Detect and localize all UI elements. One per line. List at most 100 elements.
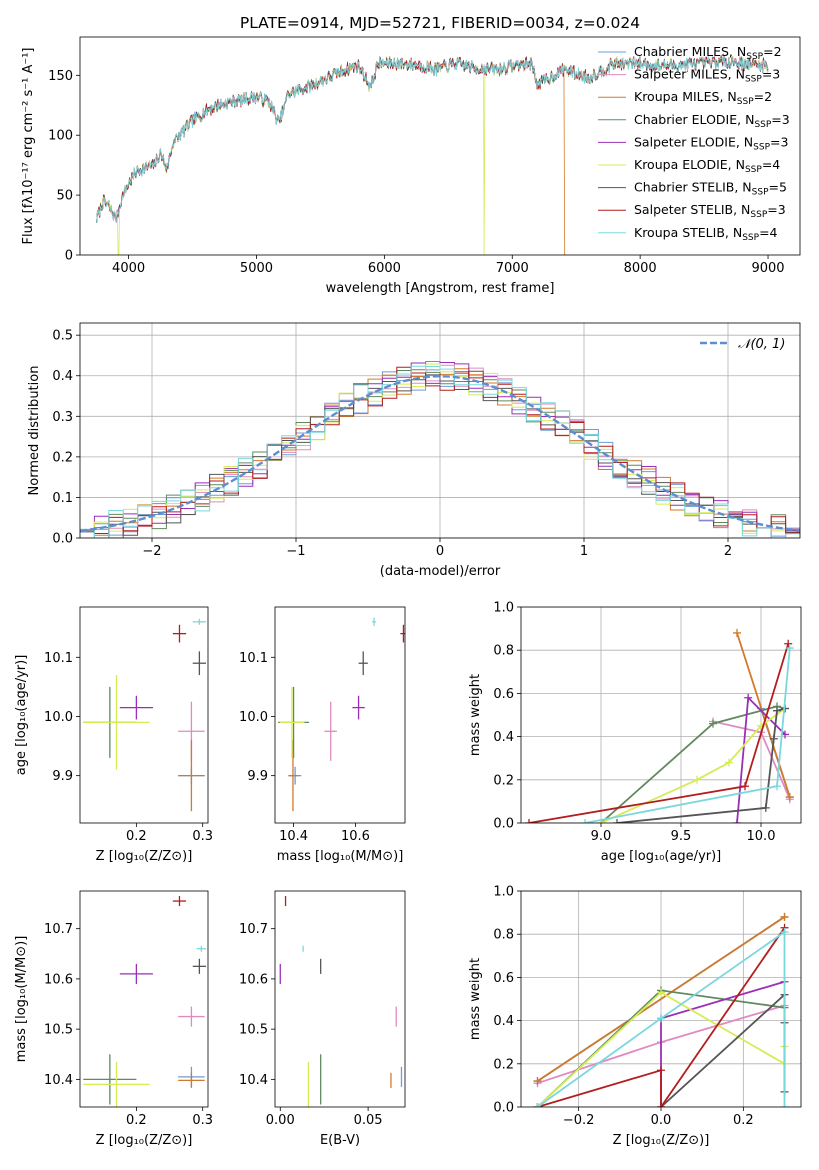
errorbar-point [400,624,405,643]
x-tick-label: 10.0 [747,829,776,844]
plot-area [96,53,769,255]
y-tick-label: 150 [48,69,73,84]
y-tick-label: 10.0 [239,710,268,725]
y-tick-label: 0.0 [493,1101,514,1116]
weight-marker [525,819,533,823]
panel-mass-weight-vs-Z: −0.2 0.0 0.2 0.0 0.2 0.4 0.6 0.8 1.0 Z [log₁₀(Z/Z… [468,885,802,1148]
legend-subscript: SSP [754,120,771,130]
y-tick-label: 9.9 [247,769,268,784]
y-tick-label: 100 [48,129,73,144]
legend-subscript: SSP [745,75,762,85]
y-tick-label: 10.7 [239,922,268,937]
legend-label: Kroupa STELIB, N [634,225,742,240]
weight-line [736,632,791,798]
weight-line [600,705,786,823]
errorbar-point [192,618,207,625]
y-tick-label: 0.0 [493,817,514,832]
legend-entry: Salpeter MILES, NSSP=3 [634,67,780,85]
x-axis-label: Z [log₁₀(Z/Z⊙)] [613,1133,710,1148]
weight-line [660,980,785,1107]
axes-frame [274,606,406,824]
axes-frame [274,890,406,1108]
y-tick-label: 9.9 [52,769,73,784]
weight-marker [657,1103,665,1107]
y-tick-label: 0.4 [52,369,73,384]
weight-marker [657,1014,665,1023]
legend-entry: Chabrier MILES, NSSP=2 [634,44,782,62]
y-tick-label: 0.0 [52,532,73,547]
y-tick-label: 10.4 [44,1073,73,1088]
errorbar-point [119,695,153,720]
errorbar-point [358,651,368,676]
y-tick-label: 10.0 [44,710,73,725]
chart-title: PLATE=0914, MJD=52721, FIBERID=0034, z=0… [240,14,640,32]
legend-entry: Kroupa ELODIE, NSSP=4 [634,157,780,175]
legend-subscript: SSP [745,165,762,175]
weight-marker [780,912,789,921]
weight-marker [769,734,778,743]
legend-label: Salpeter ELODIE, N [634,134,753,149]
errorbar-point [178,1072,205,1088]
axes-frame [520,890,802,1108]
y-tick-label: 0.6 [493,971,514,986]
panel-mass-weight-vs-age: 9.0 9.5 10.0 0.0 0.2 0.4 0.6 0.8 1.0 age [log₁₀(a… [468,601,802,864]
legend-subscript: SSP [753,142,770,152]
legend-suffix: =4 [762,157,780,172]
weight-marker [693,775,701,784]
x-tick-label: 9.0 [591,829,612,844]
panel-age-vs-Z: 0.2 0.3 9.9 10.0 10.1 Z [log₁₀(Z/Z⊙)] age [log… [14,606,213,864]
x-tick-label: 10.4 [279,829,308,844]
panel-residuals: −2 −1 0 1 2 0.0 0.1 0.2 0.3 0.4 0.5 (data-model)/er… [27,322,801,579]
legend-entry: Kroupa STELIB, NSSP=4 [634,225,778,243]
weight-marker [733,819,741,823]
plot-area [83,618,207,812]
weight-marker [533,1077,542,1086]
gaussian-curve [80,374,800,533]
weight-marker [773,706,781,715]
errorbar-point [372,617,376,626]
weight-marker [773,782,781,791]
legend-label: Salpeter MILES, N [634,67,745,82]
legend-entry: Chabrier STELIB, NSSP=5 [634,180,787,198]
y-axis-label: Flux [fλ10⁻¹⁷ erg cm⁻² s⁻¹ A⁻¹] [21,48,36,245]
y-tick-label: 0.2 [52,450,73,465]
axes-frame [79,890,209,1108]
legend-subscript: SSP [742,233,759,243]
x-axis-label: wavelength [Angstrom, rest frame] [326,281,555,296]
x-tick-label: 0.05 [354,1113,383,1128]
x-tick-label: 0 [436,544,444,559]
weight-marker [733,628,741,637]
x-tick-label: 8000 [624,261,657,276]
weight-marker [784,639,793,648]
x-tick-label: 0.3 [192,1113,213,1128]
weight-marker [657,988,665,997]
legend-suffix: =2 [763,44,781,59]
x-tick-label: 0.00 [266,1113,295,1128]
y-tick-label: 0.2 [493,1057,514,1072]
x-tick-label: 4000 [112,261,145,276]
x-tick-label: 0.2 [733,1113,754,1128]
legend-suffix: =4 [759,225,777,240]
weight-marker [785,644,794,653]
plot-area [521,607,801,823]
weight-line [536,930,786,1107]
errorbar-point [172,896,187,907]
plot-area [521,891,801,1107]
errorbar-point [192,958,207,974]
weight-line [537,927,786,1107]
errorbar-point [178,1006,205,1027]
legend-subscript: SSP [750,210,767,220]
weight-marker [744,693,753,702]
x-axis-label: Z [log₁₀(Z/Z⊙)] [96,849,193,864]
y-tick-label: 0.6 [493,687,514,702]
y-tick-label: 0 [65,249,73,264]
y-tick-label: 0.8 [493,928,514,943]
weight-marker [741,782,749,791]
panel-age-vs-mass: 10.4 10.6 9.9 10.0 10.1 mass [log₁₀(M/M⊙)] [239,606,406,864]
errorbar-point [178,740,205,812]
weight-marker [725,758,733,767]
spectrum-line [96,54,769,223]
y-tick-label: 0.3 [52,410,73,425]
errorbar-point [352,695,365,720]
weight-marker [613,819,621,823]
